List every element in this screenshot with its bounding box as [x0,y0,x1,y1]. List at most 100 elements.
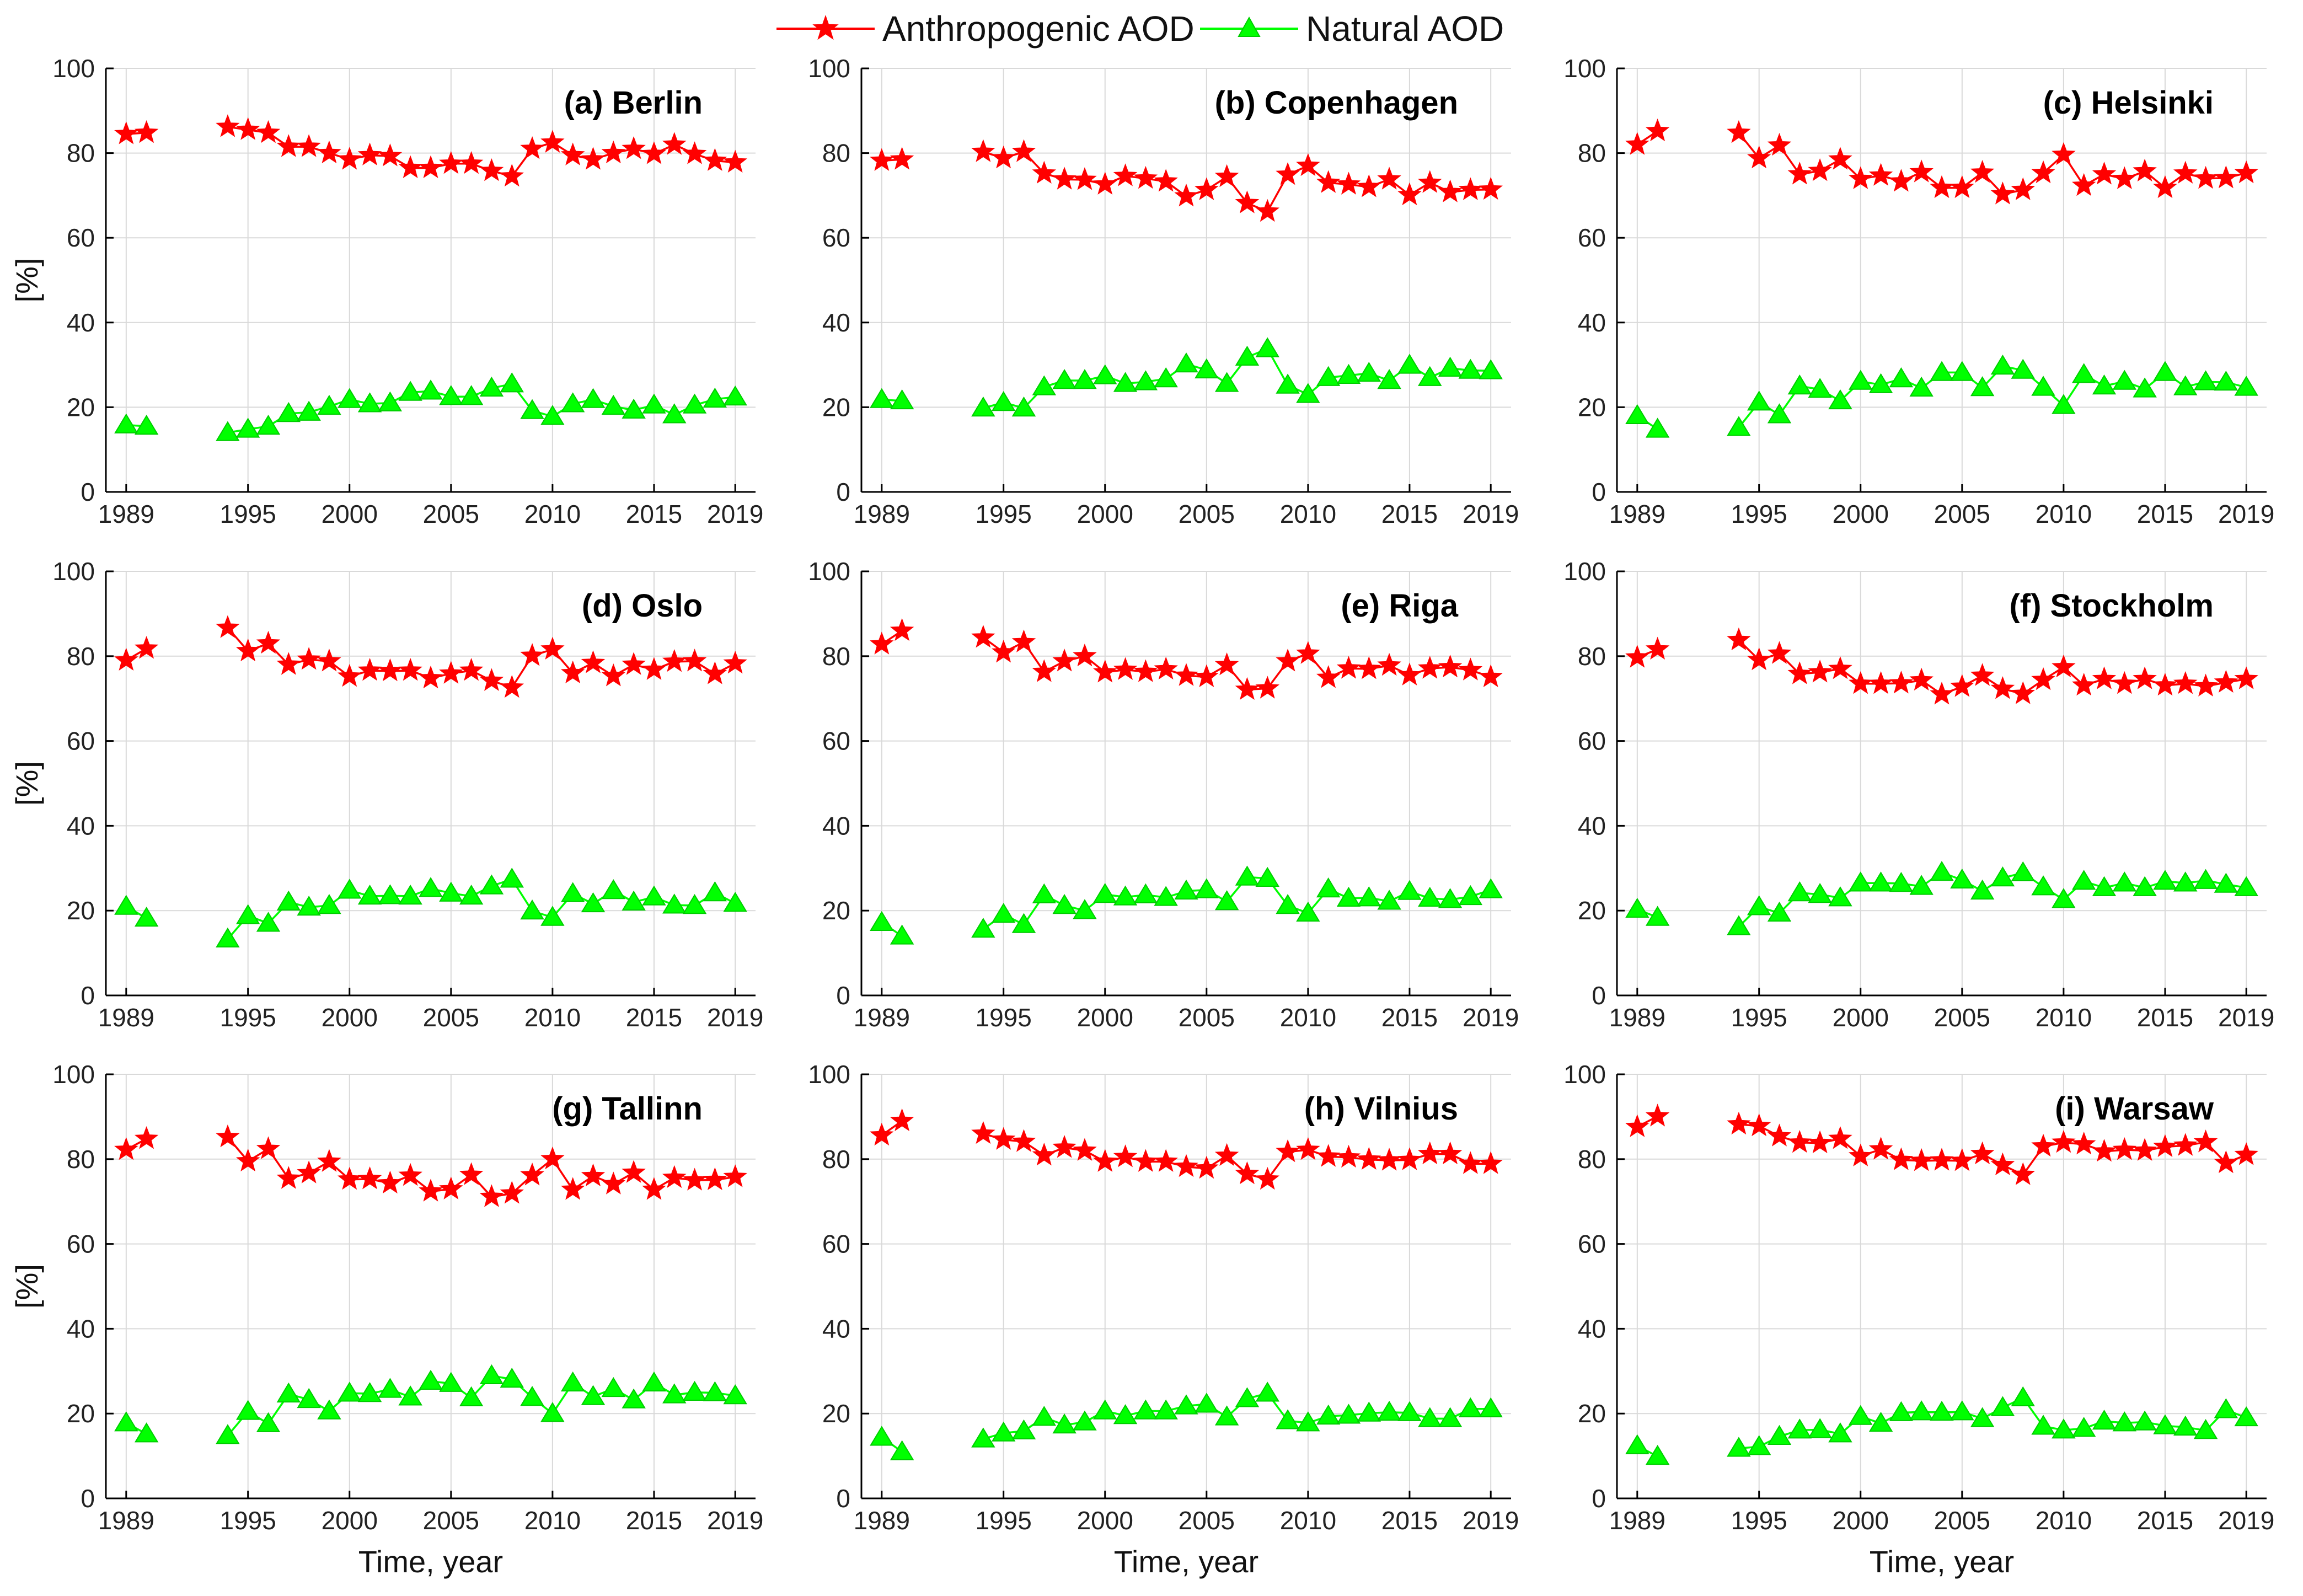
data-point-natural [479,376,504,397]
data-point-natural [1357,1401,1381,1422]
data-point-anthropogenic [1848,166,1873,189]
data-point-natural [297,400,321,421]
series-anthropogenic [1625,118,2258,205]
data-point-anthropogenic [1073,643,1097,667]
data-point-anthropogenic [1377,652,1401,676]
data-point-anthropogenic [1073,1138,1097,1161]
data-point-natural [1073,1410,1097,1431]
data-point-natural [1052,369,1076,389]
data-point-natural [1747,390,1771,411]
data-point-anthropogenic [2173,160,2198,184]
data-point-natural [134,415,159,435]
legend-anthro-label: Anthropogenic AOD [882,9,1195,49]
data-point-natural [1787,1418,1812,1439]
data-point-anthropogenic [1438,654,1463,678]
data-point-natural [459,385,484,405]
data-point-anthropogenic [2052,1129,2076,1153]
y-tick-label: 20 [67,393,95,421]
x-tick-label: 1989 [1609,1506,1665,1535]
data-point-anthropogenic [1727,120,1751,143]
data-point-anthropogenic [1479,176,1503,200]
data-point-anthropogenic [1909,667,1934,691]
data-point-natural [357,1382,382,1402]
data-point-natural [1950,361,1974,381]
data-point-anthropogenic [297,647,321,670]
data-point-natural [378,1378,403,1398]
data-point-anthropogenic [1990,181,2015,205]
data-point-anthropogenic [1458,177,1483,200]
data-point-anthropogenic [2234,160,2258,184]
data-point-anthropogenic [1930,1148,1954,1171]
data-point-anthropogenic [870,1122,894,1146]
data-point-anthropogenic [419,1179,443,1202]
data-point-anthropogenic [2234,1142,2258,1165]
data-point-natural [2011,358,2035,379]
data-point-anthropogenic [134,1126,159,1149]
data-point-natural [2112,871,2137,892]
series-anthropogenic [114,615,747,698]
data-point-anthropogenic [1868,671,1893,694]
data-point-natural [1930,361,1954,381]
x-tick-label: 2019 [1463,1003,1519,1032]
data-point-natural [479,874,504,895]
x-tick-label: 2015 [1381,500,1438,528]
data-point-anthropogenic [2173,671,2198,694]
data-point-anthropogenic [1032,160,1057,184]
data-point-natural [1868,1411,1893,1432]
x-tick-label: 2015 [1381,1506,1438,1535]
data-point-anthropogenic [337,1166,362,1190]
data-point-anthropogenic [1195,177,1219,200]
data-point-natural [338,1381,362,1402]
data-point-anthropogenic [890,1108,914,1132]
data-point-anthropogenic [2052,654,2076,678]
x-tick-label: 2005 [1179,500,1235,528]
data-point-anthropogenic [1255,1166,1280,1190]
panel-title: (b) Copenhagen [1215,85,1458,121]
data-point-natural [276,890,301,911]
data-point-natural [870,911,894,931]
data-point-natural [1438,888,1463,908]
data-point-natural [1276,1409,1300,1429]
data-point-anthropogenic [2092,1139,2117,1162]
x-tick-label: 2015 [2137,500,2193,528]
data-point-natural [1849,369,1873,390]
data-point-natural [1930,861,1954,881]
x-tick-label: 1989 [98,1506,154,1535]
data-point-anthropogenic [1458,1151,1483,1174]
panel-title: (e) Riga [1341,588,1458,624]
x-tick-label: 2019 [707,500,763,528]
data-point-anthropogenic [1336,1144,1361,1168]
x-tick-label: 1995 [976,500,1032,528]
data-point-anthropogenic [1011,139,1036,162]
y-tick-label: 100 [808,54,850,83]
x-tick-label: 2010 [2036,500,2092,528]
data-point-anthropogenic [1113,163,1138,186]
data-point-anthropogenic [419,665,443,689]
data-point-anthropogenic [1727,1111,1751,1135]
data-point-anthropogenic [2193,1129,2218,1153]
data-point-natural [1889,1401,1914,1421]
data-point-natural [1377,890,1401,910]
data-point-anthropogenic [1950,674,1974,697]
data-point-anthropogenic [890,147,914,170]
x-tick-label: 2019 [2218,1506,2274,1535]
data-point-natural [1073,369,1097,389]
data-point-natural [971,918,995,938]
data-point-anthropogenic [1174,1154,1198,1177]
x-tick-label: 1989 [1609,1003,1665,1032]
data-point-natural [1336,886,1361,907]
data-point-natural [622,1388,646,1408]
x-tick-label: 2015 [2137,1506,2193,1535]
data-point-natural [1970,879,1995,900]
data-point-anthropogenic [1032,1143,1057,1166]
data-point-anthropogenic [1990,676,2015,699]
data-point-natural [1787,374,1812,395]
data-point-natural [1154,367,1178,388]
data-point-anthropogenic [1645,1104,1670,1127]
data-point-anthropogenic [560,1177,585,1200]
x-tick-label: 2019 [1463,1506,1519,1535]
data-point-anthropogenic [134,120,159,143]
data-point-natural [1930,1400,1954,1421]
data-point-anthropogenic [2133,1138,2157,1161]
y-axis-label: [%] [9,761,44,806]
